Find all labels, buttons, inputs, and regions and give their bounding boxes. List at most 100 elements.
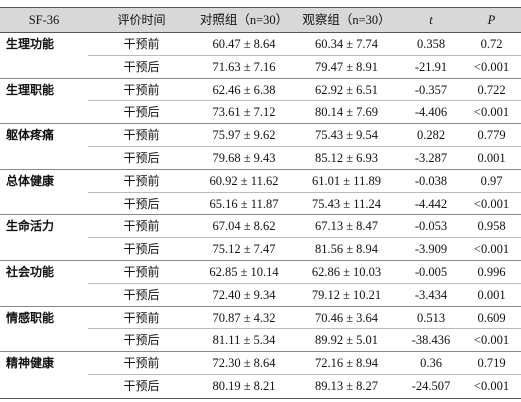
data-cell: 干预前 [123,128,160,143]
data-cell: -3.434 [414,287,448,302]
row-rule [88,100,521,102]
data-cell: 60.34 ± 7.74 [314,37,379,51]
data-cell: 0.358 [416,37,446,51]
data-cell: 0.609 [477,310,506,325]
data-cell: 71.63 ± 7.16 [212,59,276,74]
row-rule [88,191,521,193]
data-cell: 62.85 ± 10.14 [209,265,279,279]
data-cell: 65.16 ± 11.87 [209,196,279,211]
group-rule [0,214,521,216]
data-cell: 61.01 ± 11.89 [312,173,381,188]
data-cell: <0.001 [473,59,510,74]
data-cell: 干预前 [123,82,160,97]
data-cell: -3.909 [414,242,448,257]
data-cell: 0.719 [477,356,506,371]
data-cell: <0.001 [473,333,510,348]
data-cell: <0.001 [473,196,510,211]
data-cell: 79.47 ± 8.91 [314,59,379,74]
data-cell: 干预前 [123,310,160,325]
data-cell: 干预后 [123,196,160,211]
data-cell: 0.996 [477,265,506,279]
dimension-name: 情感职能 [6,310,55,325]
dimension-name: 生理功能 [6,37,55,51]
row-rule [88,374,521,375]
top-rule [0,7,521,8]
data-cell: 0.779 [477,128,506,143]
group-rule [0,77,521,79]
data-cell: 0.722 [477,82,506,97]
data-cell: 75.43 ± 11.24 [312,196,381,211]
data-cell: 85.12 ± 6.93 [314,151,379,165]
data-cell: 60.47 ± 8.64 [212,37,276,51]
dimension-name: 生命活力 [6,219,55,234]
row-rule [88,237,521,239]
data-cell: -0.038 [414,173,448,188]
data-cell: 干预前 [123,219,160,234]
data-cell: 60.92 ± 11.62 [209,173,279,188]
data-cell: 67.13 ± 8.47 [314,219,379,234]
data-cell: -21.91 [414,59,448,74]
data-cell: 75.43 ± 9.54 [314,128,379,143]
data-cell: 75.97 ± 9.62 [212,128,276,143]
dimension-name: 社会功能 [6,265,55,279]
row-rule [88,282,521,284]
data-cell: 0.513 [416,310,446,325]
header-cell: SF-36 [0,8,88,32]
row-rule [88,54,521,56]
data-cell: <0.001 [473,242,510,257]
data-cell: 干预前 [123,356,160,371]
data-cell: 81.11 ± 5.34 [212,333,276,348]
row-rule [88,328,521,330]
data-cell: -0.357 [414,82,448,97]
header-cell: t [400,8,462,32]
group-rule [0,305,521,307]
data-cell: 62.46 ± 6.38 [212,82,276,97]
data-cell: 89.92 ± 5.01 [314,333,379,348]
data-cell: 67.04 ± 8.62 [212,219,276,234]
bottom-rule [0,398,521,399]
data-cell: 62.92 ± 6.51 [314,82,379,97]
data-cell: 干预前 [123,173,160,188]
data-cell: 79.68 ± 9.43 [212,151,276,165]
data-cell: 干预后 [123,379,160,393]
data-cell: 70.46 ± 3.64 [314,310,379,325]
data-cell: 0.001 [477,151,506,165]
data-cell: 干预后 [123,105,160,120]
data-cell: 70.87 ± 4.32 [212,310,276,325]
data-cell: 干预后 [123,59,160,74]
dimension-name: 躯体疼痛 [6,128,55,143]
data-cell: 72.40 ± 9.34 [212,287,276,302]
data-cell: 62.86 ± 10.03 [311,265,382,279]
data-cell: 75.12 ± 7.47 [212,242,276,257]
header-rule [0,32,521,33]
data-cell: 0.958 [477,219,506,234]
header-cell: P [462,8,521,32]
row-rule [88,146,521,147]
header-cell: 对照组（n=30） [195,8,293,32]
data-cell: 81.56 ± 8.94 [314,242,379,257]
data-cell: 0.282 [416,128,446,143]
data-cell: -4.442 [414,196,448,211]
data-cell: 89.13 ± 8.27 [314,379,379,393]
data-cell: 79.12 ± 10.21 [311,287,382,302]
data-cell: 干预后 [123,151,160,165]
group-rule [0,168,521,170]
group-rule [0,351,521,353]
data-cell: -24.507 [411,379,451,393]
data-cell: <0.001 [473,379,510,393]
data-cell: 72.30 ± 8.64 [212,356,276,371]
data-cell: 干预前 [123,37,160,51]
data-cell: 0.001 [477,287,506,302]
data-cell: -4.406 [414,105,448,120]
dimension-name: 生理职能 [6,82,55,97]
data-cell: 73.61 ± 7.12 [212,105,276,120]
data-cell: -0.053 [414,219,448,234]
data-cell: 80.19 ± 8.21 [212,379,276,393]
data-cell: 72.16 ± 8.94 [314,356,379,371]
group-rule [0,123,521,125]
dimension-name: 精神健康 [6,356,55,371]
data-cell: 干预后 [123,242,160,257]
group-rule [0,260,521,261]
data-cell: 0.72 [480,37,503,51]
